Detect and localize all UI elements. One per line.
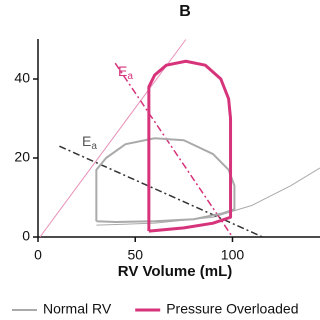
line — [114, 62, 234, 237]
y-tick-label: 0 — [22, 228, 30, 244]
line — [96, 167, 320, 226]
pv-loop — [147, 59, 233, 233]
annotation: Ea — [82, 133, 97, 152]
legend-label: Pressure Overloaded — [166, 301, 298, 317]
pv-loop — [95, 137, 236, 223]
plot-area — [39, 39, 320, 237]
line — [39, 39, 187, 237]
chart-title: B — [179, 3, 191, 20]
annotation-text: E — [82, 133, 91, 149]
annotation-text: E — [118, 63, 127, 79]
legend-label: Normal RV — [43, 301, 112, 317]
x-tick-label: 100 — [221, 247, 245, 263]
y-tick-label: 40 — [14, 70, 30, 86]
annotation-subscript: a — [91, 141, 97, 152]
y-tick-label: 20 — [14, 149, 30, 165]
annotation: Ea — [118, 63, 133, 82]
x-tick-label: 50 — [127, 247, 143, 263]
line — [59, 145, 263, 237]
annotation-subscript: a — [127, 71, 133, 82]
x-tick-label: 0 — [34, 247, 42, 263]
x-axis-label: RV Volume (mL) — [118, 263, 232, 280]
